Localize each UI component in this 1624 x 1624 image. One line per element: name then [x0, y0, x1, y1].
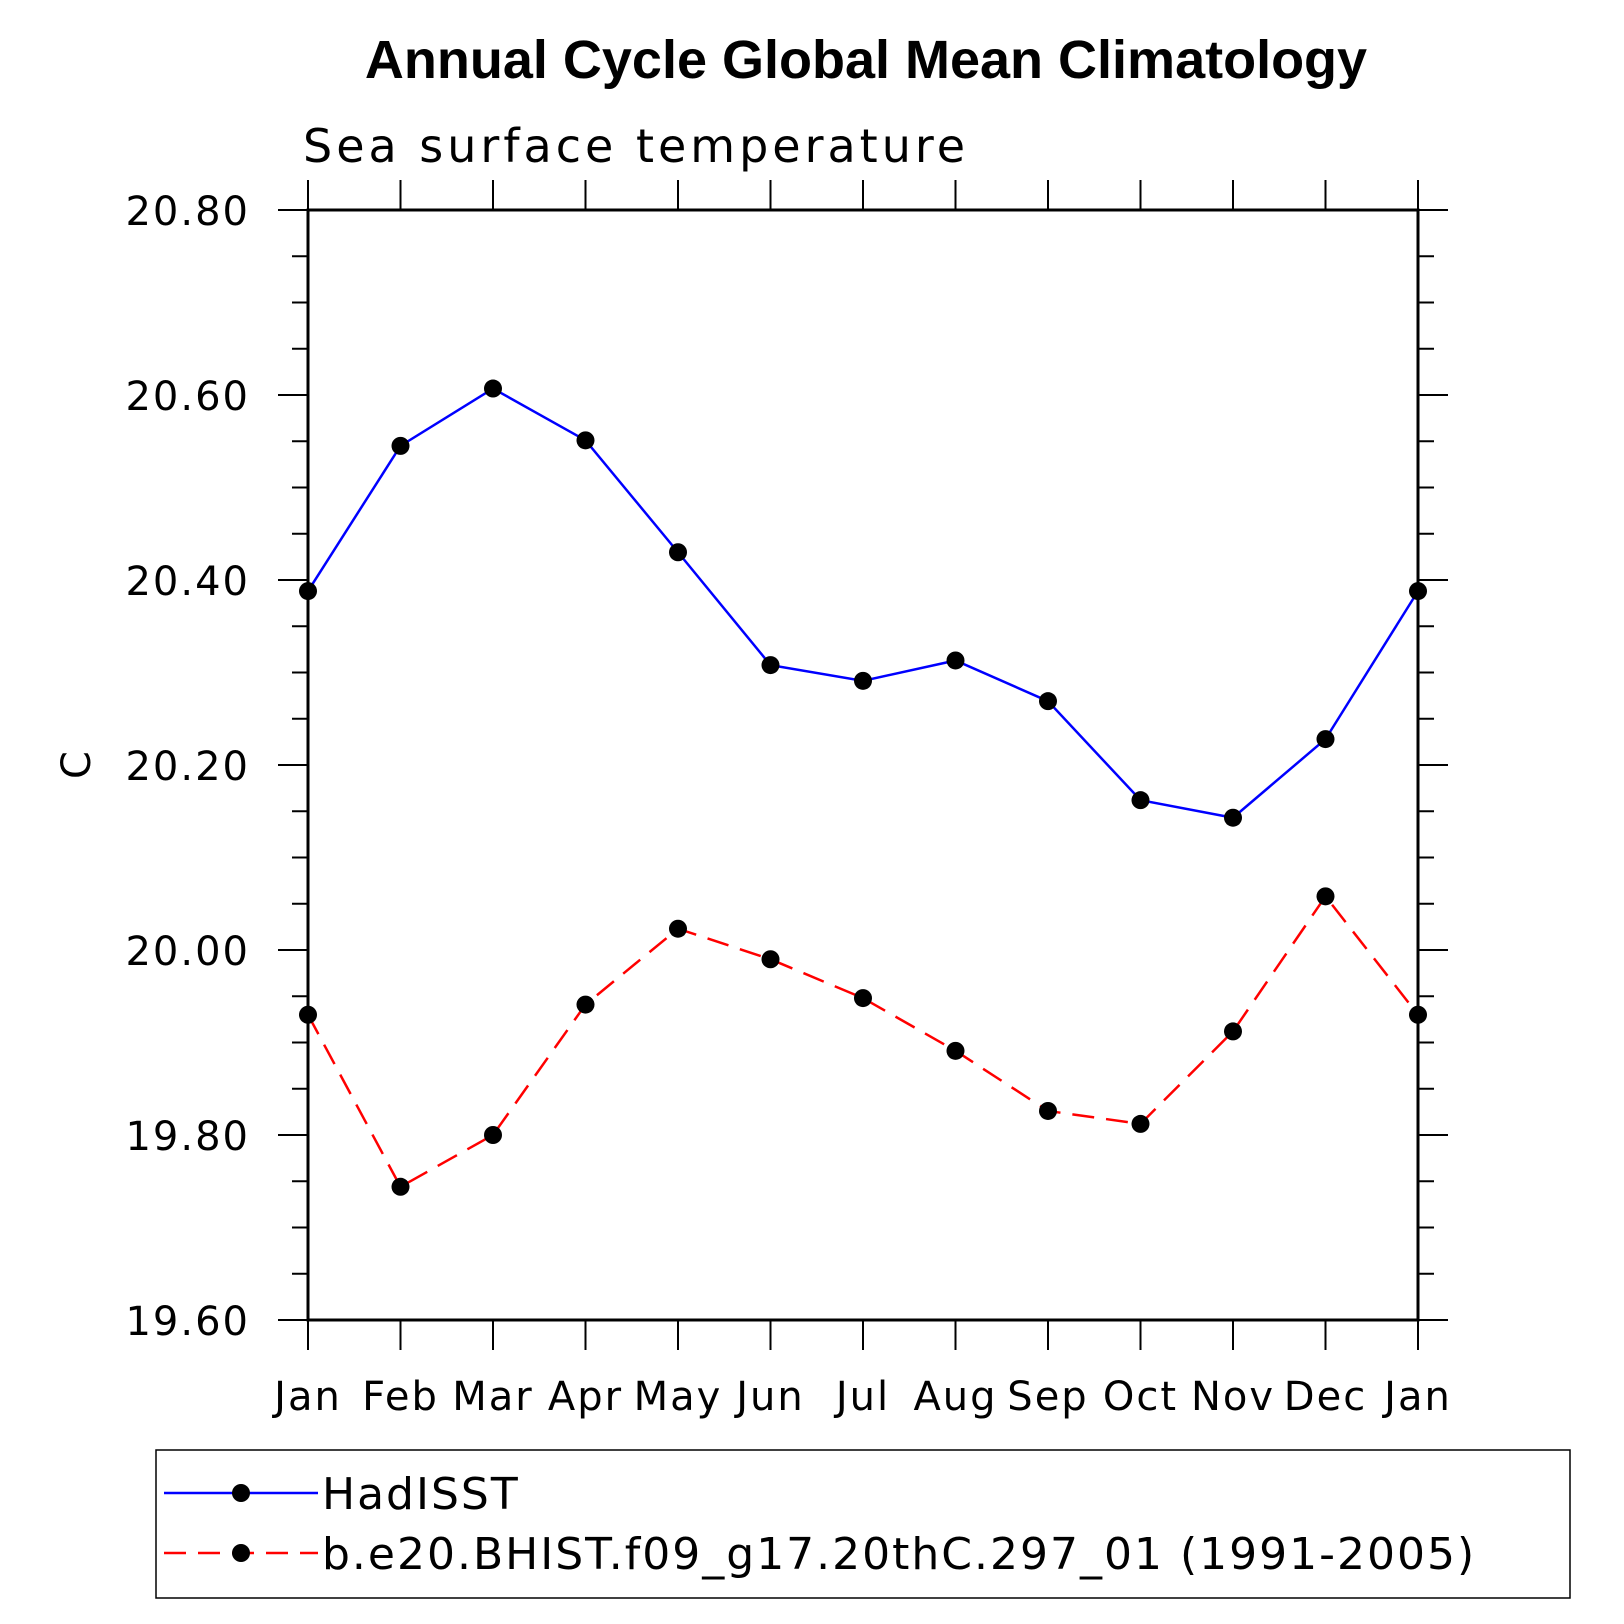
data-point	[946, 651, 965, 670]
chart-subtitle: Sea surface temperature	[303, 119, 969, 173]
y-axis: 19.60 19.80 20.00 20.20 20.40 20.60 20.80	[125, 189, 1448, 1345]
legend-label: HadISST	[322, 1469, 520, 1520]
data-point	[946, 1041, 965, 1060]
series-layer	[299, 379, 1427, 1196]
x-axis: Jan Feb Mar Apr May Jun Jul Aug Sep Oct Nov Dec Jan	[271, 180, 1452, 1420]
data-point	[1039, 692, 1057, 711]
data-point	[761, 656, 780, 675]
x-tick-label: Jul	[833, 1374, 890, 1420]
y-tick-label: 20.40	[125, 559, 250, 605]
x-tick-label: Aug	[913, 1374, 997, 1420]
data-point	[1316, 887, 1335, 906]
data-point	[299, 582, 317, 601]
x-tick-label: Apr	[548, 1374, 623, 1420]
legend: HadISST b.e20.BHIST.f09_g17.20thC.297_01 …	[155, 1449, 1571, 1599]
data-point	[1131, 1114, 1150, 1133]
data-point	[1409, 1005, 1427, 1024]
x-tick-label: Dec	[1284, 1374, 1367, 1420]
data-point	[1039, 1101, 1057, 1120]
data-point	[1224, 808, 1242, 827]
data-point	[484, 379, 502, 398]
plot-frame	[306, 208, 1420, 1322]
x-tick-label: Jan	[271, 1374, 342, 1420]
data-point	[576, 995, 595, 1014]
y-tick-label: 19.80	[125, 1114, 250, 1160]
data-point	[1316, 730, 1335, 749]
series-1	[299, 887, 1427, 1196]
data-point	[299, 1005, 317, 1024]
y-tick-label: 20.80	[125, 189, 250, 235]
data-point	[854, 671, 872, 690]
data-point	[854, 989, 872, 1008]
data-point	[1131, 791, 1150, 810]
x-tick-label: Mar	[452, 1374, 533, 1420]
data-point	[1224, 1022, 1242, 1041]
y-tick-label: 20.60	[125, 374, 250, 420]
y-tick-label: 19.60	[125, 1299, 250, 1345]
legend-box	[155, 1449, 1571, 1599]
series-line	[306, 894, 1419, 1189]
data-point	[669, 543, 687, 562]
legend-swatch-marker	[232, 1484, 250, 1502]
x-tick-label: Feb	[362, 1374, 439, 1420]
data-point	[576, 431, 595, 450]
x-tick-label: Jan	[1381, 1374, 1452, 1420]
y-tick-label: 20.20	[125, 744, 250, 790]
x-tick-label: May	[634, 1374, 723, 1420]
x-tick-label: Nov	[1191, 1374, 1275, 1420]
data-point	[484, 1126, 502, 1144]
legend-swatch-marker	[232, 1544, 250, 1562]
chart-title: Annual Cycle Global Mean Climatology	[365, 30, 1367, 90]
x-tick-label: Jun	[733, 1374, 805, 1420]
data-point	[391, 436, 410, 455]
x-tick-label: Oct	[1103, 1374, 1178, 1420]
data-point	[669, 919, 687, 938]
data-point	[391, 1177, 410, 1196]
series-line	[306, 387, 1420, 820]
data-point	[1409, 582, 1427, 601]
y-axis-label: C	[54, 751, 100, 779]
plot-border	[306, 208, 1420, 1322]
legend-label: b.e20.BHIST.f09_g17.20thC.297_01 (1991-2…	[322, 1529, 1476, 1580]
data-point	[761, 950, 780, 969]
x-tick-label: Sep	[1007, 1374, 1088, 1420]
series-0	[299, 379, 1427, 827]
y-tick-label: 20.00	[125, 929, 250, 975]
